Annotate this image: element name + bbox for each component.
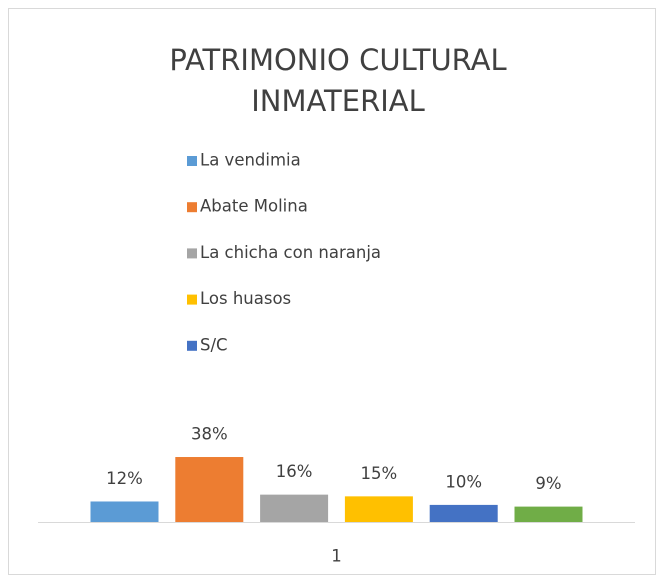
data-label: 9%: [535, 474, 561, 493]
data-label: 16%: [276, 462, 313, 481]
legend-swatch: [187, 248, 197, 259]
chart-title: PATRIMONIO CULTURAL: [169, 43, 506, 77]
legend-label: La vendimia: [200, 151, 301, 170]
legend-swatch: [187, 340, 197, 351]
data-label: 38%: [191, 425, 228, 444]
legend-swatch: [187, 156, 197, 166]
bar: [175, 457, 244, 522]
legend-swatch: [187, 202, 197, 213]
data-label: 15%: [361, 464, 398, 483]
data-label: 12%: [106, 469, 143, 488]
x-tick-label: 1: [331, 547, 342, 566]
legend-label: S/C: [200, 335, 228, 354]
bar: [344, 496, 413, 522]
legend-label: Abate Molina: [200, 197, 308, 216]
legend-swatch: [187, 294, 197, 305]
bar: [429, 504, 498, 522]
chart-title: INMATERIAL: [251, 84, 425, 118]
data-label: 10%: [445, 472, 482, 491]
bar: [90, 501, 159, 522]
chart-frame: [8, 8, 656, 575]
legend-label: Los huasos: [200, 289, 291, 308]
bar: [514, 506, 583, 522]
bar: [260, 494, 329, 522]
legend-label: La chicha con naranja: [200, 243, 381, 262]
